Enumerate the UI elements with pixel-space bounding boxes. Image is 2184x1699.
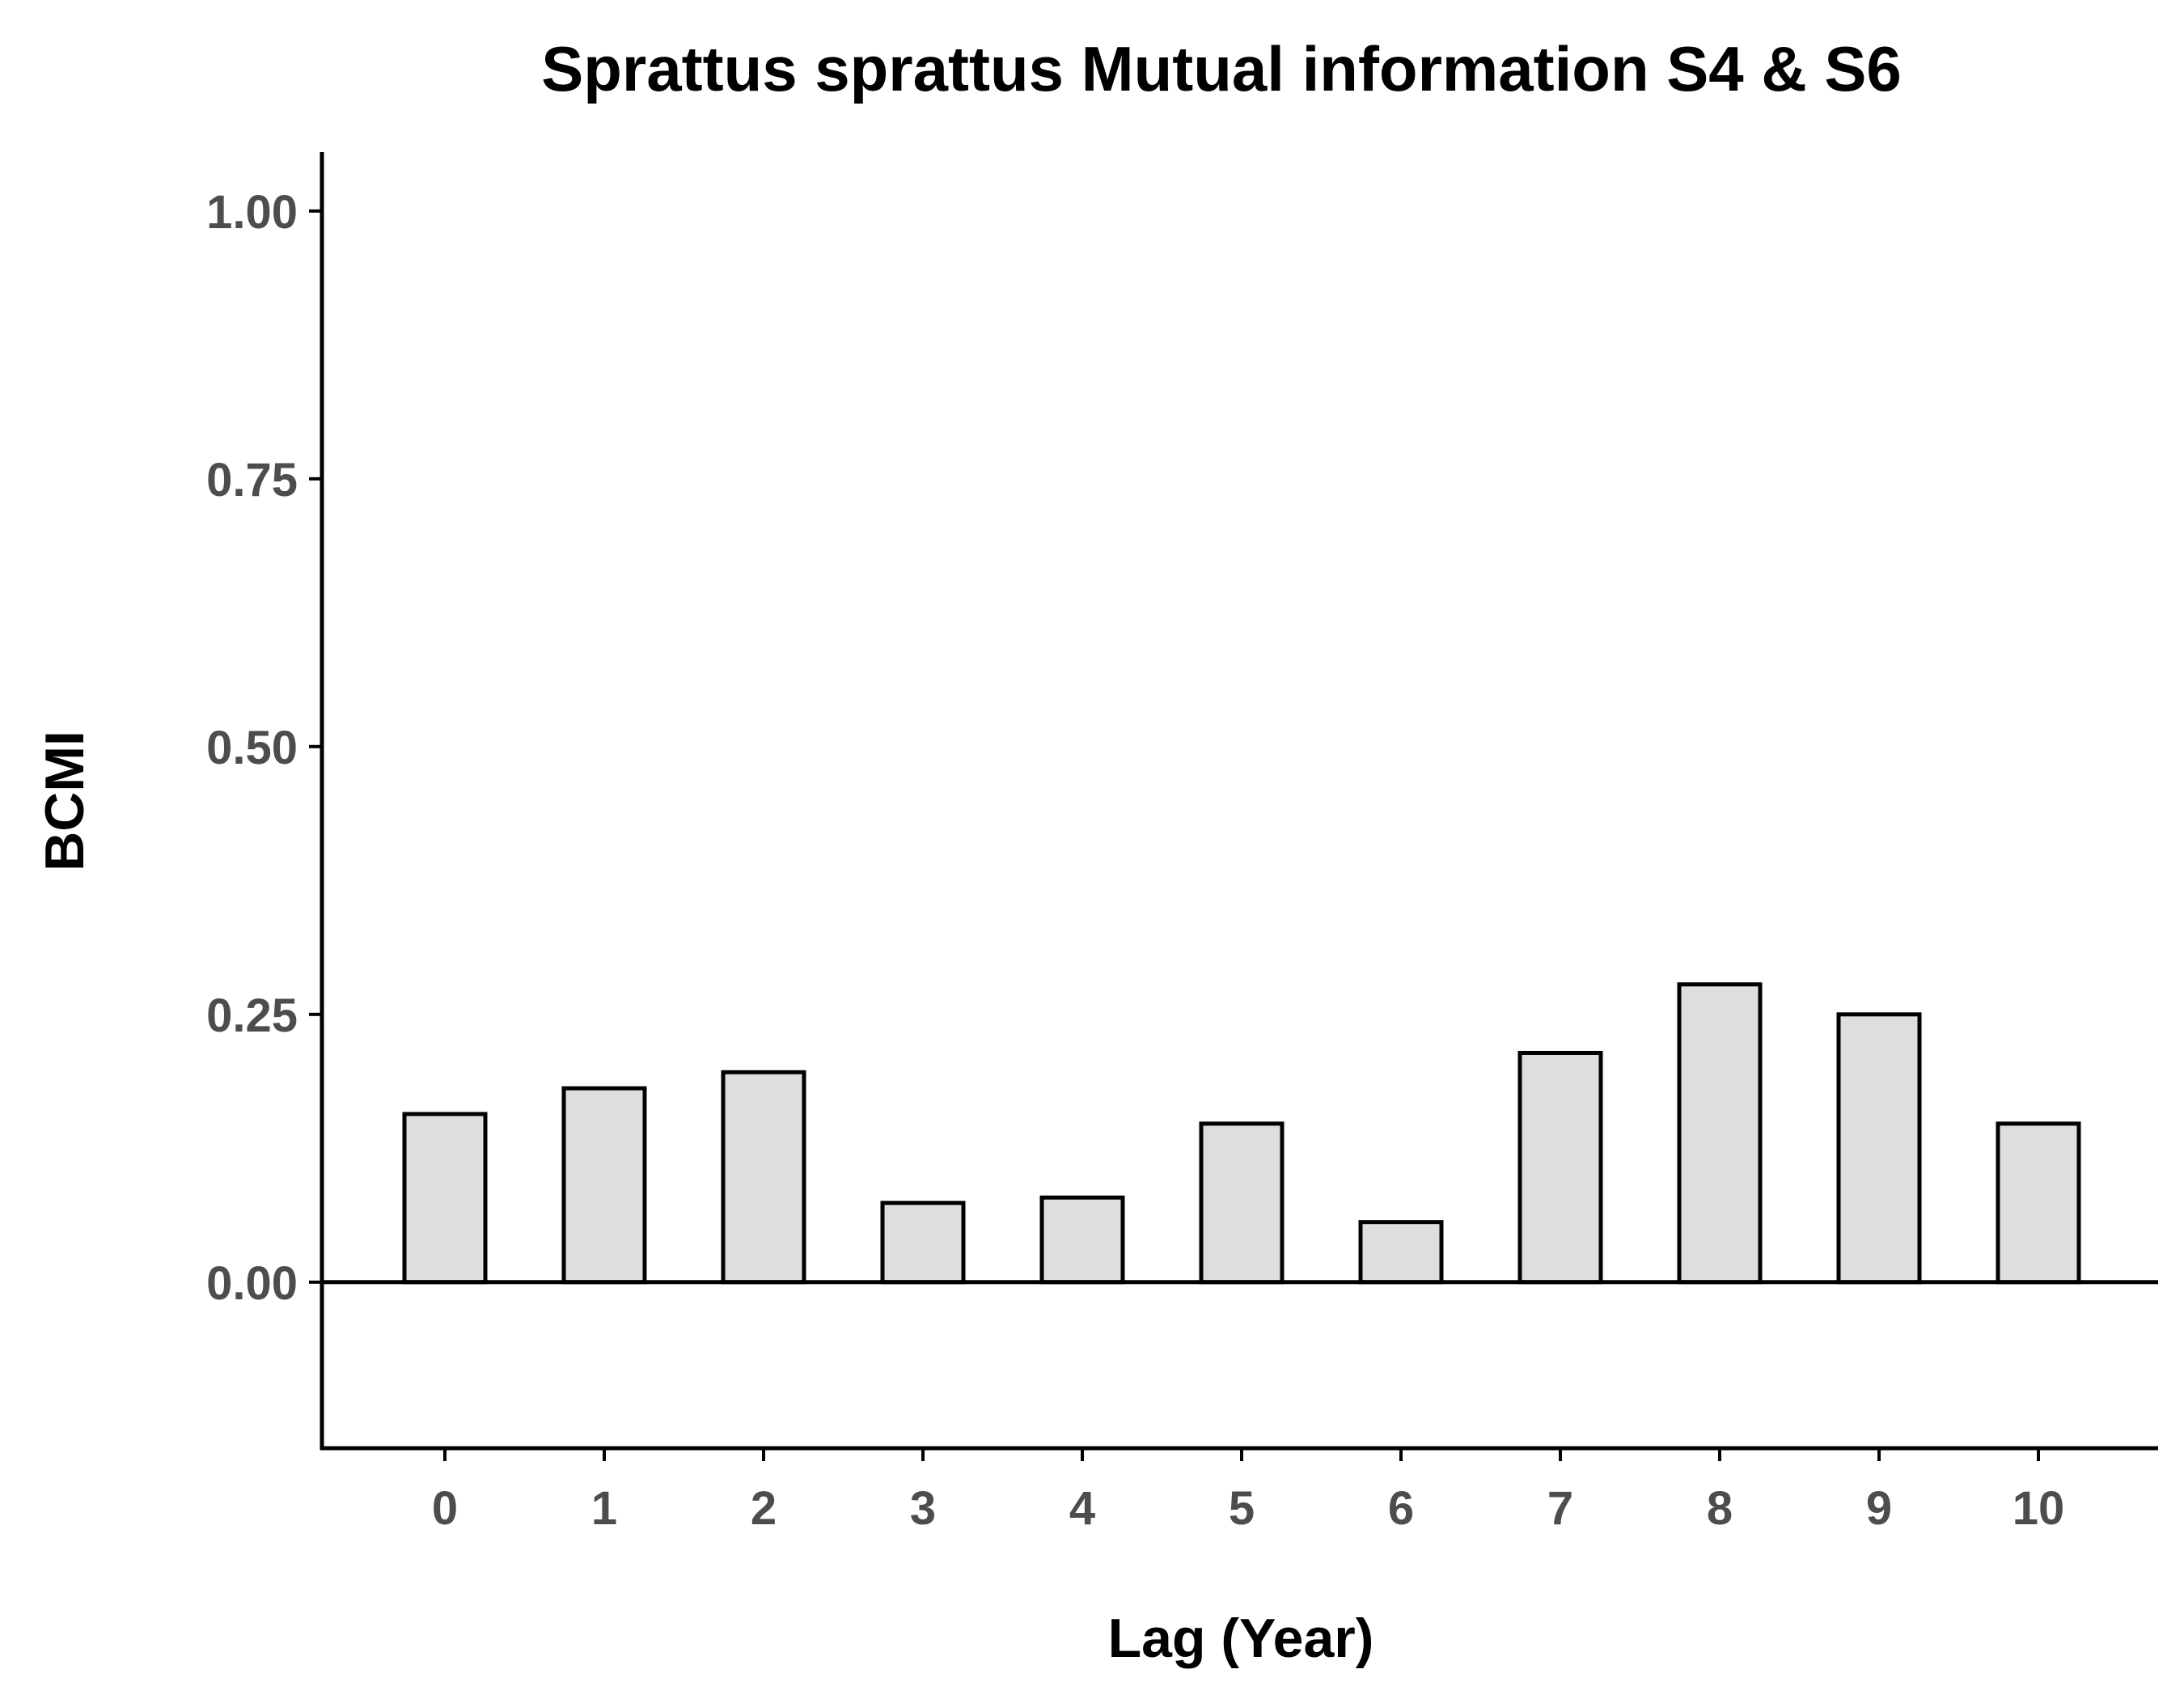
x-tick-label-8: 8 (1707, 1482, 1733, 1535)
x-tick-label-6: 6 (1388, 1482, 1414, 1535)
x-tick-label-1: 1 (591, 1482, 617, 1535)
chart-title: Sprattus sprattus Mutual information S4 … (541, 33, 1902, 104)
x-tick-label-9: 9 (1866, 1482, 1892, 1535)
x-tick-label-0: 0 (432, 1482, 458, 1535)
x-tick-label-10: 10 (2013, 1482, 2065, 1535)
y-tick-label-1.00: 1.00 (206, 186, 298, 239)
y-tick-label-0.25: 0.25 (206, 989, 298, 1042)
y-tick-label-0.75: 0.75 (206, 454, 298, 506)
x-tick-label-2: 2 (751, 1482, 777, 1535)
bar-lag-0 (402, 1112, 488, 1285)
bar-lag-8 (1677, 982, 1763, 1285)
bar-lag-4 (1039, 1195, 1125, 1285)
bar-lag-7 (1517, 1050, 1603, 1285)
bar-lag-9 (1836, 1012, 1922, 1285)
y-tick-label-0.50: 0.50 (206, 722, 298, 774)
x-tick-label-7: 7 (1547, 1482, 1573, 1535)
bar-lag-10 (1996, 1121, 2081, 1285)
plot-area: 0.00 0.25 0.50 0.75 1.00 0 1 2 3 4 5 6 7 8 9 10 (206, 152, 2158, 1535)
bar-lag-5 (1199, 1121, 1285, 1285)
y-axis-title: BCMI (34, 731, 95, 871)
x-tick-label-4: 4 (1069, 1482, 1095, 1535)
x-tick-label-5: 5 (1229, 1482, 1255, 1535)
bar-lag-6 (1358, 1220, 1444, 1285)
x-tick-label-3: 3 (910, 1482, 936, 1535)
y-tick-label-0.00: 0.00 (206, 1257, 298, 1310)
bar-lag-2 (721, 1070, 806, 1285)
bar-lag-3 (880, 1201, 966, 1285)
x-axis-title: Lag (Year) (1108, 1608, 1374, 1669)
bar-lag-1 (561, 1086, 647, 1285)
